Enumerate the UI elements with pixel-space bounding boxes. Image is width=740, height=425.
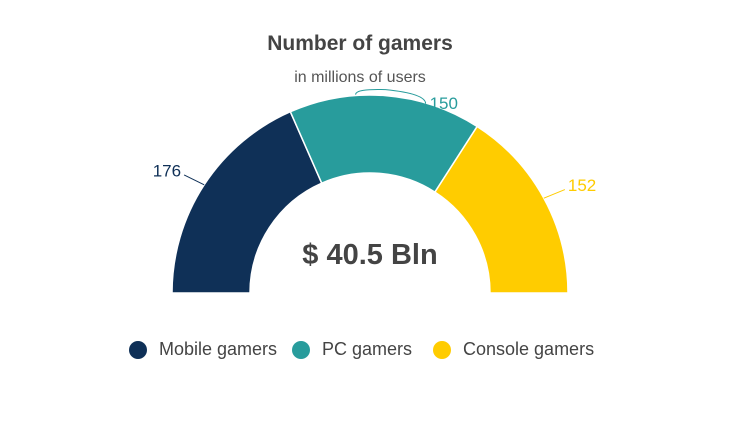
- data-label-group: 176 150 152: [153, 88, 596, 199]
- legend-item-pc-gamers[interactable]: PC gamers: [292, 339, 412, 359]
- slice-group: [171, 94, 569, 294]
- data-label-connector: [355, 88, 427, 104]
- legend-label: Console gamers: [463, 339, 594, 359]
- chart-title: Number of gamers: [267, 32, 453, 55]
- legend-item-console-gamers[interactable]: Console gamers: [433, 339, 594, 359]
- slice-mobile-gamers[interactable]: [171, 110, 323, 294]
- legend-item-mobile-gamers[interactable]: Mobile gamers: [129, 339, 277, 359]
- chart-subtitle: in millions of users: [294, 69, 426, 86]
- legend: Mobile gamers PC gamers Console gamers: [129, 339, 594, 359]
- legend-label: PC gamers: [322, 339, 412, 359]
- legend-marker: [433, 341, 451, 359]
- data-label-pc-gamers: 150: [430, 94, 458, 113]
- data-label-console-gamers: 152: [568, 176, 596, 195]
- legend-label: Mobile gamers: [159, 339, 277, 359]
- data-label-connector: [183, 174, 205, 186]
- legend-marker: [129, 341, 147, 359]
- data-label-mobile-gamers: 176: [153, 161, 181, 180]
- data-label-connector: [543, 189, 566, 199]
- center-label: $ 40.5 Bln: [302, 239, 437, 271]
- legend-marker: [292, 341, 310, 359]
- slice-console-gamers[interactable]: [433, 125, 569, 294]
